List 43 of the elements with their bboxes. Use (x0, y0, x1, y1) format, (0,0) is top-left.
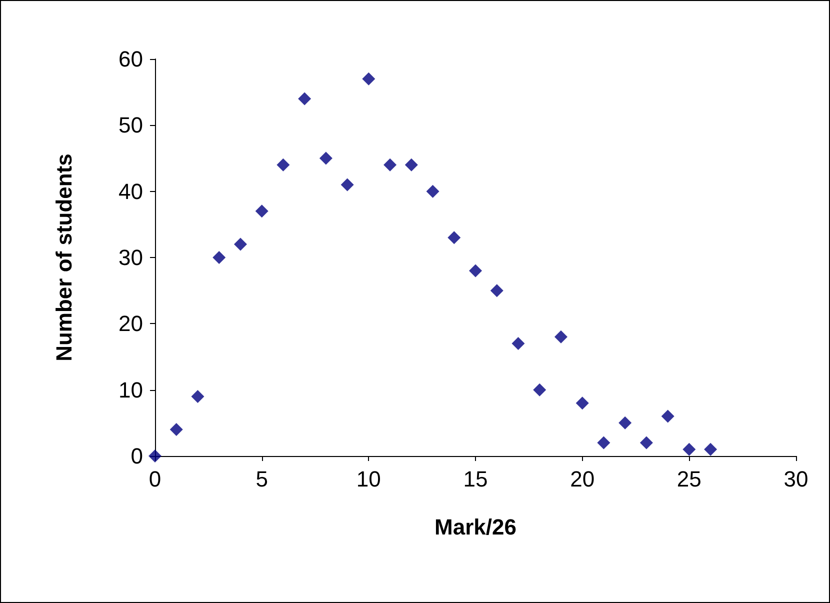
point (533, 383, 546, 396)
point (554, 330, 568, 344)
point (704, 442, 718, 456)
x-tick-label: 5 (256, 466, 268, 492)
y-tick-label: 60 (118, 46, 143, 72)
point (255, 204, 268, 218)
point (490, 284, 504, 298)
y-tick-label: 10 (118, 377, 143, 402)
point (276, 158, 290, 172)
point (426, 184, 440, 198)
y-tick-label: 50 (118, 112, 143, 138)
point (362, 72, 376, 86)
point (597, 436, 610, 450)
x-tick-label: 30 (784, 466, 808, 492)
y-axis-title: Number of students (52, 154, 76, 362)
point (148, 450, 162, 462)
y-tick-label: 20 (118, 311, 143, 336)
x-tick-label: 0 (148, 466, 162, 492)
point (234, 238, 247, 251)
point (384, 158, 397, 172)
point (661, 410, 674, 423)
y-tick-label: 30 (118, 245, 143, 270)
x-axis-title: Mark/26 (434, 514, 516, 540)
point (340, 178, 354, 192)
point (319, 152, 332, 165)
point (448, 231, 461, 244)
y-tick-label: 0 (130, 444, 143, 468)
point (191, 390, 204, 403)
x-tick-label: 15 (463, 466, 488, 492)
point (298, 92, 312, 106)
point (576, 396, 589, 410)
x-tick-label: 25 (676, 466, 702, 492)
point (212, 251, 226, 264)
point (404, 158, 418, 172)
point (469, 264, 482, 278)
point (618, 416, 632, 430)
point (512, 337, 525, 350)
point (170, 423, 183, 436)
point (682, 442, 696, 456)
y-tick-label: 40 (118, 178, 143, 204)
x-tick-label: 10 (356, 466, 381, 492)
point (640, 436, 653, 450)
x-tick-label: 20 (570, 466, 595, 492)
